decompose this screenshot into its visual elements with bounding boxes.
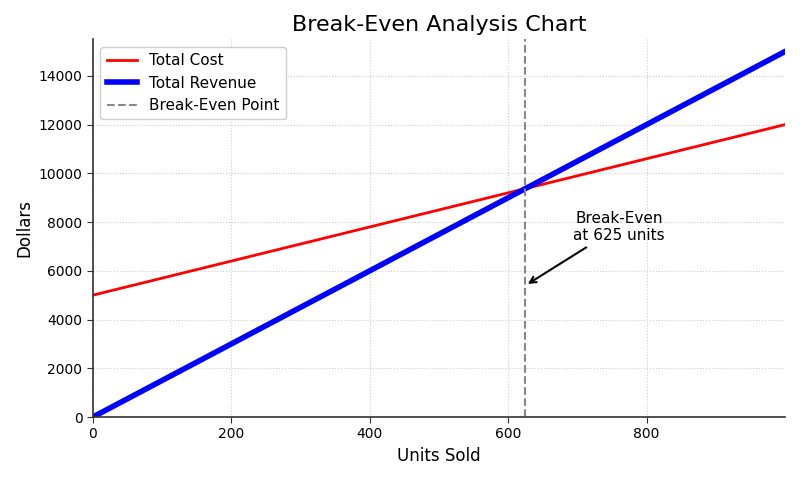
Legend: Total Cost, Total Revenue, Break-Even Point: Total Cost, Total Revenue, Break-Even Po…	[101, 47, 286, 120]
Line: Total Cost: Total Cost	[93, 125, 785, 295]
Total Cost	[763, 126, 773, 132]
Break-Even Point	[521, 414, 530, 420]
Total Revenue	[88, 414, 98, 420]
Y-axis label: Dollars: Dollars	[15, 199, 33, 257]
Total Revenue	[655, 115, 665, 120]
Line: Total Revenue: Total Revenue	[93, 51, 785, 417]
Text: Break-Even
at 625 units: Break-Even at 625 units	[530, 211, 665, 283]
Total Cost	[500, 191, 510, 196]
Total Revenue	[417, 240, 426, 246]
Total Cost	[421, 210, 430, 216]
Total Revenue	[462, 216, 472, 222]
Total Cost	[417, 211, 426, 217]
Total Cost	[655, 153, 665, 158]
Total Revenue	[500, 197, 510, 203]
Total Cost	[780, 122, 790, 128]
X-axis label: Units Sold: Units Sold	[397, 447, 481, 465]
Total Revenue	[421, 239, 430, 244]
Total Cost	[88, 292, 98, 298]
Title: Break-Even Analysis Chart: Break-Even Analysis Chart	[292, 15, 586, 35]
Break-Even Point	[521, 414, 530, 420]
Total Revenue	[780, 48, 790, 54]
Total Revenue	[763, 58, 773, 63]
Total Cost	[462, 200, 472, 206]
